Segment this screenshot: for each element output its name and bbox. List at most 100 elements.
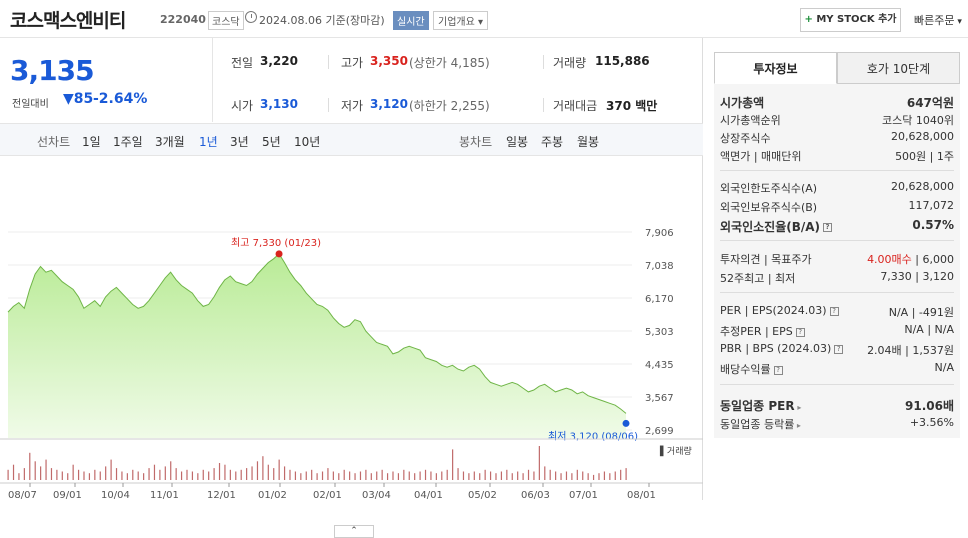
help-icon[interactable]: ?: [823, 223, 833, 232]
price-chart[interactable]: 7,906 7,038 6,170 5,303 4,435 3,567 2,699 최고 7,…: [0, 156, 703, 501]
row-key: 외국인한도주식수(A): [720, 182, 818, 195]
row-key: 배당수익률?: [720, 361, 783, 377]
row-market-cap: 시가총액 647억원: [720, 92, 954, 110]
volume-bar: [527, 469, 530, 480]
high-marker: [275, 250, 283, 258]
divider: [543, 55, 544, 69]
upper-limit: (상한가 4,185): [409, 56, 490, 70]
corp-overview-dropdown[interactable]: 기업개요 ▾: [433, 11, 489, 30]
help-icon[interactable]: ?: [795, 327, 805, 337]
row-dividend: 배당수익률? N/A: [720, 359, 954, 377]
x-tick-label: 12/01: [207, 490, 236, 500]
quick-order-button[interactable]: 빠른주문 ▾: [914, 12, 962, 28]
period-3y[interactable]: 3년: [230, 135, 249, 149]
volume-bar: [571, 473, 573, 480]
row-key: 52주최고 | 최저: [720, 272, 796, 285]
volume-bar: [343, 469, 345, 480]
volume-bar: [23, 468, 25, 480]
candle-weekly[interactable]: 주봉: [541, 135, 564, 149]
x-tick-label: 09/01: [53, 490, 82, 500]
row-key: 투자의견 | 목표주가: [720, 253, 812, 266]
collapse-button[interactable]: ⌃: [334, 525, 374, 538]
add-mystock-button[interactable]: + MY STOCK 추가: [800, 8, 901, 32]
price-change-value: 85: [73, 91, 94, 107]
row-foreign-hold: 외국인보유주식수(B) 117,072: [720, 197, 954, 215]
row-key-text: PBR | BPS (2024.03): [720, 342, 832, 355]
row-per: PER | EPS(2024.03)? N/A | -491원: [720, 302, 954, 320]
row-52week: 52주최고 | 최저 7,330 | 3,120: [720, 268, 954, 286]
invest-info-box: 시가총액 647억원 시가총액순위 코스닥 1040위 상장주식수 20,628,00…: [714, 84, 960, 438]
volume-bar: [235, 471, 237, 480]
volume-bar: [132, 469, 134, 480]
price-chart-svg: 7,906 7,038 6,170 5,303 4,435 3,567 2,699 최고 7,…: [0, 228, 703, 501]
x-tick-label: 10/04: [101, 490, 130, 500]
period-5y[interactable]: 5년: [262, 135, 281, 149]
row-key: 액면가 | 매매단위: [720, 150, 802, 163]
volume-bar: [137, 471, 139, 480]
row-industry-rate[interactable]: 동일업종 등락률 ▸ +3.56%: [720, 414, 954, 432]
volume-bar: [424, 469, 427, 480]
clock-icon: [245, 11, 257, 23]
help-icon[interactable]: ?: [834, 344, 844, 354]
period-1d[interactable]: 1일: [82, 135, 101, 149]
volume-bar: [538, 446, 540, 480]
amount-value: 370 백만: [606, 99, 658, 113]
divider: [328, 98, 329, 112]
row-industry-per[interactable]: 동일업종 PER ▸ 91.06배: [720, 395, 954, 413]
volume-bar: [105, 466, 107, 480]
volume-bar: [7, 469, 9, 480]
period-3m[interactable]: 3개월: [155, 135, 185, 149]
candle-monthly[interactable]: 월봉: [577, 135, 600, 149]
x-tick-label: 06/03: [521, 490, 550, 500]
corp-overview-label: 기업개요: [438, 17, 475, 28]
row-key-text: 동일업종 PER: [720, 399, 795, 413]
help-icon[interactable]: ?: [773, 365, 783, 375]
low-label: 저가: [341, 99, 364, 113]
volume-bar: [549, 469, 551, 480]
volume-bar: [332, 471, 334, 480]
realtime-button[interactable]: 실시간: [393, 11, 429, 30]
row-key-text: 배당수익률: [720, 363, 771, 376]
volume-bar: [452, 449, 454, 480]
row-value: 91.06배: [905, 399, 954, 413]
volume-bar: [262, 456, 264, 480]
row-key-text: 동일업종 등락률: [720, 418, 795, 431]
volume-bar: [506, 469, 508, 480]
row-value: 2.04배 | 1,537원: [867, 344, 954, 357]
x-tick-label: 01/02: [258, 490, 287, 500]
chevron-up-icon: ⌃: [350, 526, 358, 536]
tab-invest-info[interactable]: 투자정보: [714, 52, 837, 84]
volume-bar: [56, 469, 58, 480]
row-par: 액면가 | 매매단위 500원 | 1주: [720, 146, 954, 164]
tab-hoga[interactable]: 호가 10단계: [837, 52, 960, 84]
period-1y[interactable]: 1년: [199, 135, 218, 149]
stock-code: 222040: [160, 13, 206, 26]
period-10y[interactable]: 10년: [294, 135, 321, 149]
row-value: 20,628,000: [891, 130, 954, 143]
volume-bar: [224, 464, 226, 480]
market-badge: 코스닥: [208, 11, 244, 30]
period-1w[interactable]: 1주일: [113, 135, 143, 149]
y-tick-label: 6,170: [645, 294, 674, 305]
x-tick-label: 11/01: [150, 490, 179, 500]
help-icon[interactable]: ?: [829, 306, 839, 316]
target-price: | 6,000: [911, 253, 954, 266]
low-value: 3,120: [370, 97, 408, 111]
volume-bar: [603, 471, 606, 480]
volume-bar: [408, 471, 410, 480]
quick-order-label: 빠른주문: [914, 14, 955, 27]
row-key-text: PER | EPS(2024.03): [720, 304, 827, 317]
volume-bar: [446, 469, 448, 480]
volume-bar: [419, 471, 421, 480]
volume-bar: [34, 461, 36, 480]
y-tick-label: 3,567: [645, 393, 674, 404]
row-value: 4.00매수 | 6,000: [867, 251, 954, 267]
row-value: 117,072: [908, 199, 955, 212]
volume-bar: [473, 471, 475, 480]
row-value: +3.56%: [909, 416, 954, 429]
row-opinion: 투자의견 | 목표주가 4.00매수 | 6,000: [720, 249, 954, 267]
volume-bar: [175, 468, 177, 480]
opinion-value: 4.00매수: [867, 253, 912, 266]
volume-bar: [327, 468, 329, 480]
candle-daily[interactable]: 일봉: [506, 135, 529, 149]
